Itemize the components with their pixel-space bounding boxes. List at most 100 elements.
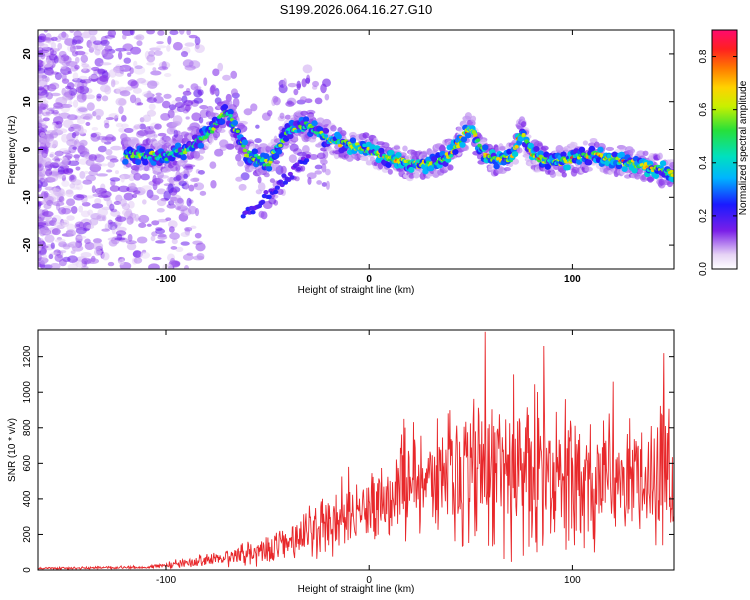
spectrogram-cell (42, 117, 50, 122)
spectrogram-cell (216, 128, 226, 133)
spectrogram-cell (41, 77, 49, 82)
spectrogram-cell (89, 218, 99, 226)
spectrogram-cell (273, 189, 279, 195)
figure-title: S199.2026.064.16.27.G10 (280, 2, 433, 17)
colorbar-axes: 0.0 0.2 0.4 0.6 0.8 (698, 29, 738, 276)
spectrogram-cell (287, 133, 294, 140)
spectrogram-cell (85, 94, 96, 100)
spectrogram-cell (67, 160, 80, 167)
spectrogram-cell (48, 53, 58, 61)
spectrogram-cell (180, 50, 189, 58)
spectrogram-cell (362, 132, 370, 139)
spectrogram-cell (459, 141, 466, 148)
spectrogram-cell (38, 49, 50, 54)
spectrogram-cell (139, 123, 146, 130)
spectrogram-cell (46, 107, 55, 112)
spectrogram-cell (652, 173, 660, 180)
spectrogram-cell (87, 209, 94, 216)
spectrogram-cell (152, 67, 157, 72)
snr-ytick-label: 1000 (22, 381, 33, 404)
spectrogram-cell (274, 185, 280, 190)
spectrogram-cell (584, 166, 593, 172)
spectrogram-cell (561, 172, 567, 178)
spectrogram-cell (71, 39, 77, 46)
spectrogram-cell (316, 180, 323, 185)
spectrogram-cell (447, 164, 454, 171)
spectrogram-cell (275, 148, 283, 155)
spectrogram-cell (299, 96, 307, 102)
snr-xlabel: Height of straight line (km) (298, 584, 415, 595)
spectrogram-cell (120, 175, 125, 183)
spectrogram-cell (116, 226, 127, 232)
spectrogram-cell (114, 216, 127, 222)
spectrogram-cell (146, 30, 155, 35)
spectrogram-cell (503, 166, 511, 172)
spectrogram-cell (155, 228, 166, 235)
spectrogram-cell (631, 167, 638, 174)
spectrogram-cell (169, 30, 179, 36)
spectrogram-cell (618, 145, 627, 151)
spectrogram-cell (241, 139, 249, 146)
spectrogram-cell (167, 35, 172, 45)
spectrogram-cell (107, 261, 115, 267)
spectrogram-cell (122, 43, 134, 52)
spectrogram-cell (86, 224, 95, 230)
spectrogram-cell (60, 65, 67, 70)
spectrogram-cell (73, 194, 85, 201)
spectrogram-cell (263, 172, 270, 178)
spectrogram-cell (199, 105, 208, 110)
spectrogram-cell (669, 161, 674, 169)
spectrogram-cell (642, 150, 649, 157)
spectrogram-cell (321, 163, 327, 173)
spectrogram-cell (182, 150, 188, 155)
spectrogram-cell (197, 142, 204, 149)
spectrogram-cell (618, 151, 625, 158)
spectrogram-cell (166, 203, 176, 209)
spectrogram-cell (100, 62, 112, 66)
spectrogram-cell (59, 57, 64, 65)
spectrogram-cell (64, 38, 75, 46)
spectrogram-cell (78, 205, 84, 213)
spectrogram-cell (101, 228, 111, 232)
spectrogram-cell (157, 132, 167, 137)
spectrogram-cell (38, 59, 43, 65)
spectrogram-cell (38, 106, 43, 115)
spectrogram-cell (97, 192, 108, 197)
spectrogram-cell (427, 165, 435, 172)
spectrogram-cell (211, 127, 216, 131)
spectrogram-cell (73, 30, 82, 38)
colorbar-scale (712, 30, 737, 269)
spectrogram-cell (90, 132, 98, 138)
spectrogram-cell (45, 111, 50, 115)
snr-series-line (38, 331, 674, 570)
spectrogram-cell (40, 43, 49, 49)
spectrogram-cell (228, 114, 233, 118)
spectrogram-cell (188, 34, 198, 39)
spectrogram-cell (39, 102, 49, 110)
spectrogram-cell (49, 47, 54, 56)
spectrogram-cell (132, 87, 142, 94)
spectrogram-heatmap (38, 30, 674, 269)
spectrogram-cell (114, 237, 126, 241)
spectrogram-cell (182, 90, 192, 96)
spectrogram-cell (118, 127, 127, 133)
spectrogram-cell (184, 42, 195, 47)
spectrogram-cell (67, 255, 78, 263)
spectrogram-cell (107, 30, 117, 38)
spectrogram-cell (588, 145, 596, 152)
spectrogram-cell (74, 56, 80, 64)
spectrogram-cell (408, 173, 415, 179)
spectrogram-cell (460, 136, 468, 143)
spectrogram-cell (282, 77, 287, 88)
spectrogram-cell (385, 161, 392, 168)
spectrogram-cell (67, 263, 79, 269)
spectrogram-cell (657, 152, 663, 160)
spectrogram-cell (61, 87, 67, 96)
spectrogram-cell (76, 106, 89, 114)
spectrogram-cell (138, 214, 150, 224)
spectrogram-cell (58, 32, 69, 41)
spectrogram-cell (50, 92, 61, 97)
spectrogram-cell (38, 72, 47, 79)
spectrogram-cell (302, 64, 313, 74)
